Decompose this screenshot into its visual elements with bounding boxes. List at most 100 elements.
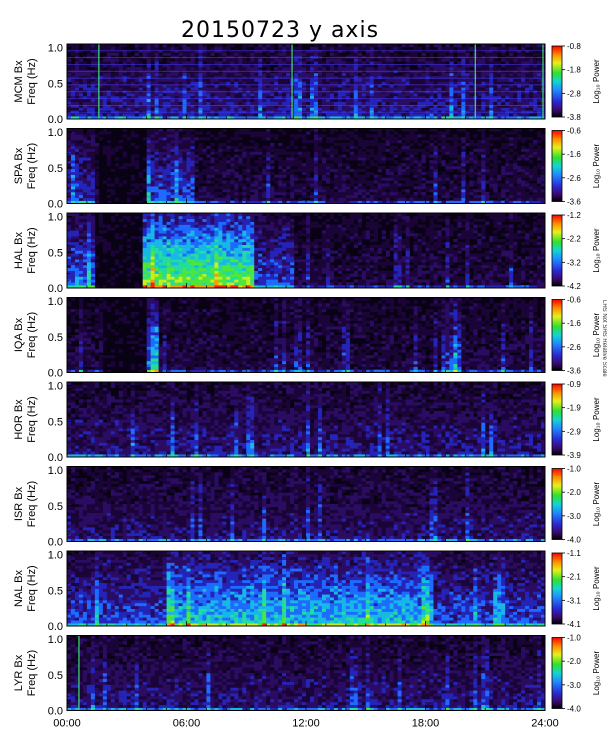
freq-axis-label: Freq (Hz) — [26, 143, 38, 189]
station-label: LYR Bx — [13, 654, 25, 691]
freq-axis-label: Freq (Hz) — [26, 312, 38, 358]
colorbar — [552, 553, 562, 624]
colorbar-tick-label: -3.1 — [567, 596, 581, 605]
colorbar-tick-label: -1.1 — [567, 549, 581, 558]
y-tick-label: 0.5 — [48, 501, 63, 513]
colorbar-tick-label: -4.2 — [567, 282, 581, 291]
station-label: NAL Bx — [13, 570, 25, 607]
colorbar-tick-label: -2.1 — [567, 573, 581, 582]
colorbar-label: Log₁₀ Power — [592, 651, 601, 696]
y-tick-label: 0.0 — [48, 621, 63, 633]
colorbar-tick-label: -4.1 — [567, 620, 581, 629]
station-label: MCM Bx — [13, 60, 25, 103]
colorbar-tick-label: -2.2 — [567, 235, 581, 244]
colorbar-tick-label: -1.0 — [567, 465, 581, 474]
spectrogram-cells — [67, 467, 545, 542]
x-tick-label: 24:00 — [531, 718, 559, 730]
y-tick-label: 0.5 — [48, 332, 63, 344]
freq-axis-label: Freq (Hz) — [26, 565, 38, 611]
x-axis: 00:00 06:00 12:00 18:00 24:00 — [53, 718, 559, 730]
y-tick-label: 0.5 — [48, 585, 63, 597]
colorbar-tick-label: -0.6 — [567, 296, 581, 305]
colorbar-tick-label: -3.2 — [567, 258, 581, 267]
colorbar-tick-label: -2.6 — [567, 174, 581, 183]
colorbar — [552, 46, 562, 117]
colorbar-tick-label: -2.8 — [567, 89, 581, 98]
colorbar-label: Log₁₀ Power — [592, 144, 601, 189]
y-tick-label: 0.5 — [48, 247, 63, 259]
y-tick-label: 1.0 — [48, 634, 63, 646]
colorbar-label: Log₁₀ Power — [592, 566, 601, 611]
panel-mcm: 0.0 0.5 1.0 MCM Bx Freq (Hz) -0.8 -1.8 -2.8 -3.8… — [13, 42, 601, 126]
colorbar-tick-label: -0.9 — [567, 380, 581, 389]
colorbar-tick-label: -1.6 — [567, 319, 581, 328]
station-label: HAL Bx — [13, 232, 25, 269]
station-label: HOR Bx — [13, 399, 25, 440]
colorbar-tick-label: -3.0 — [567, 512, 581, 521]
colorbar-tick-label: -0.8 — [567, 42, 581, 51]
colorbar — [552, 638, 562, 709]
x-tick-label: 06:00 — [173, 718, 201, 730]
x-tick-label: 18:00 — [412, 718, 440, 730]
colorbar — [552, 131, 562, 202]
colorbar-tick-label: -3.8 — [567, 113, 581, 122]
freq-axis-label: Freq (Hz) — [26, 396, 38, 442]
colorbar-tick-label: -1.6 — [567, 150, 581, 159]
y-tick-label: 0.5 — [48, 78, 63, 90]
y-tick-label: 1.0 — [48, 296, 63, 308]
freq-axis-label: Freq (Hz) — [26, 227, 38, 273]
y-tick-label: 0.5 — [48, 416, 63, 428]
y-tick-label: 1.0 — [48, 212, 63, 224]
colorbar-tick-label: -0.6 — [567, 127, 581, 136]
y-tick-label: 0.0 — [48, 283, 63, 295]
y-tick-label: 0.0 — [48, 114, 63, 126]
colorbar-label: Log₁₀ Power — [592, 313, 601, 358]
colorbar-label: Log₁₀ Power — [592, 482, 601, 527]
y-tick-label: 0.5 — [48, 163, 63, 175]
y-tick-label: 0.0 — [48, 452, 63, 464]
colorbar-label: Log₁₀ Power — [592, 397, 601, 442]
station-label: SPA Bx — [13, 147, 25, 184]
y-tick-label: 1.0 — [48, 465, 63, 477]
colorbar-tick-label: -2.0 — [567, 657, 581, 666]
y-tick-label: 0.0 — [48, 537, 63, 549]
y-tick-label: 0.0 — [48, 706, 63, 718]
station-label: ISR Bx — [13, 486, 25, 521]
colorbar-tick-label: -1.2 — [567, 211, 581, 220]
spectrogram-cells — [67, 44, 545, 119]
colorbar-label: Log₁₀ Power — [592, 228, 601, 273]
colorbar-label: Log₁₀ Power — [592, 59, 601, 104]
colorbar-tick-label: -1.8 — [567, 66, 581, 75]
colorbar — [552, 384, 562, 455]
freq-axis-label: Freq (Hz) — [26, 481, 38, 527]
x-tick-label: 00:00 — [53, 718, 81, 730]
colorbar — [552, 469, 562, 540]
freq-axis-label: Freq (Hz) — [26, 58, 38, 104]
panel-nal: 0.0 0.5 1.0 NAL Bx Freq (Hz) -1.1 -2.1 -3.1 -4.1… — [13, 549, 601, 633]
station-label: IQA Bx — [13, 317, 25, 352]
freq-axis-label: Freq (Hz) — [26, 650, 38, 696]
panel-iqa: 0.0 0.5 1.0 IQA Bx Freq (Hz) -0.6 -1.6 -2.6 -3.6… — [13, 296, 601, 380]
colorbar-tick-label: -2.0 — [567, 488, 581, 497]
spectrogram-cells — [67, 382, 545, 457]
panel-hal: 0.0 0.5 1.0 HAL Bx Freq (Hz) -1.2 -2.2 -3.2 -4.2… — [13, 211, 601, 295]
x-tick-label: 12:00 — [292, 718, 320, 730]
y-tick-label: 1.0 — [48, 550, 63, 562]
y-tick-label: 1.0 — [48, 127, 63, 139]
colorbar-tick-label: -3.9 — [567, 451, 581, 460]
y-tick-label: 0.5 — [48, 670, 63, 682]
spectrogram-cells — [67, 636, 545, 711]
colorbar-tick-label: -2.6 — [567, 343, 581, 352]
y-tick-label: 0.0 — [48, 368, 63, 380]
colorbar-tick-label: -3.6 — [567, 367, 581, 376]
colorbar-tick-label: -3.0 — [567, 681, 581, 690]
colorbar-tick-label: -1.9 — [567, 404, 581, 413]
y-tick-label: 1.0 — [48, 43, 63, 55]
colorbar — [552, 300, 562, 371]
colorbar-tick-label: -4.0 — [567, 705, 581, 714]
